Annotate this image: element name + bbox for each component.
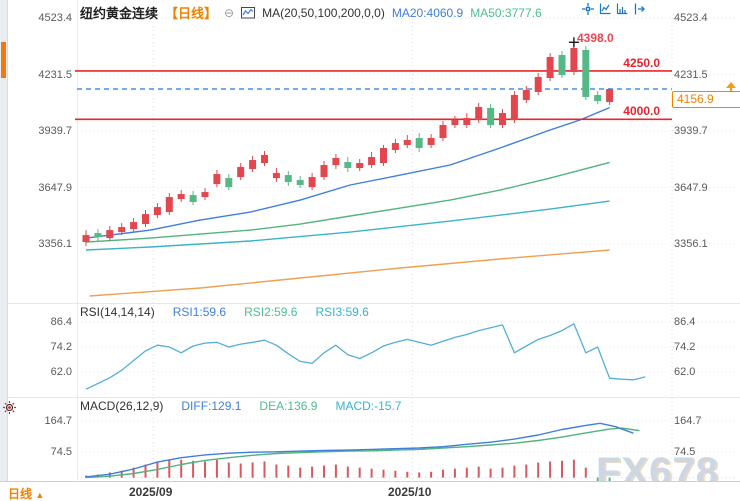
high-annotation-label: 4398.0 <box>577 31 614 45</box>
ma50-value-label: MA50:3777.6 <box>470 5 542 20</box>
period-selector[interactable]: 日线 ▲ <box>8 487 45 501</box>
macd-axis-label-right: 164.7 <box>674 415 702 427</box>
ma20-value-label: MA20:4060.9 <box>391 5 464 20</box>
indicator-settings-icon[interactable] <box>2 400 17 415</box>
macd-axis-label-left: 164.7 <box>44 415 72 427</box>
chart-header: 纽约黄金连续 【日线】 ⊖ MA(20,50,100,200,0,0) MA20… <box>80 3 542 22</box>
rsi1-label: RSI1:59.6 <box>172 305 227 319</box>
pane-expand-icon[interactable] <box>632 2 646 16</box>
side-rail <box>0 0 8 501</box>
ma-params-label: MA(20,50,100,200,0,0) <box>262 5 385 20</box>
rsi2-label: RSI2:59.6 <box>244 305 298 319</box>
indicator-mini-icon[interactable] <box>241 6 256 19</box>
side-rail-thumb[interactable] <box>1 42 6 78</box>
plot-left-border <box>77 0 78 481</box>
panel-divider <box>8 303 740 304</box>
macd-axis-label-left: 74.5 <box>50 446 72 458</box>
diff-label: DIFF:129.1 <box>181 399 242 413</box>
rsi-axis-label-right: 62.0 <box>674 366 696 379</box>
price-axis-label-left: 3356.1 <box>38 238 72 251</box>
dea-label: DEA:136.9 <box>259 399 318 413</box>
axis-scale-icon[interactable] <box>615 2 629 16</box>
price-axis-label-right: 3647.9 <box>674 181 708 194</box>
rsi-header: RSI(14,14,14) RSI1:59.6 RSI2:59.6 RSI3:5… <box>80 305 369 319</box>
x-axis-label-sep: 2025/09 <box>129 485 173 499</box>
last-price-badge: 4156.9 <box>672 91 740 108</box>
triangle-up-icon: ▲ <box>35 490 45 500</box>
rsi3-label: RSI3:59.6 <box>315 305 369 319</box>
rsi-axis-label-right: 86.4 <box>674 316 696 328</box>
axis-setting-icon[interactable] <box>598 2 612 16</box>
rsi-axis-label-left: 74.2 <box>50 341 72 353</box>
price-axis-label-right: 3939.7 <box>674 125 708 138</box>
rsi-title: RSI(14,14,14) <box>80 305 155 319</box>
price-axis-label-right: 3356.1 <box>674 238 708 251</box>
macd-title: MACD(26,12,9) <box>80 399 164 413</box>
level-label-4000: 4000.0 <box>623 104 660 118</box>
panel-divider <box>8 397 740 398</box>
rsi-axis-label-right: 74.2 <box>674 341 696 353</box>
price-axis-label-left: 3939.7 <box>38 125 72 138</box>
instrument-title: 纽约黄金连续 <box>80 6 159 21</box>
rsi-axis-label-left: 62.0 <box>50 366 72 379</box>
macd-axis-label-right: 74.5 <box>674 446 696 458</box>
collapse-icon[interactable]: ⊖ <box>224 5 235 20</box>
x-axis-label-oct: 2025/10 <box>388 485 432 499</box>
price-axis-label-left: 3647.9 <box>38 181 72 194</box>
level-label-4250: 4250.0 <box>623 56 660 70</box>
price-axis-label-right: 4231.5 <box>674 68 708 81</box>
rsi-axis-label-left: 86.4 <box>50 316 72 328</box>
time-axis-bar: 日线 ▲ 2025/09 2025/10 <box>0 481 740 501</box>
price-axis-label-left: 4231.5 <box>38 68 72 81</box>
price-pin-icon <box>725 82 737 91</box>
crosshair-icon[interactable] <box>581 2 595 16</box>
period-tag: 【日线】 <box>165 6 218 21</box>
macd-header: MACD(26,12,9) DIFF:129.1 DEA:136.9 MACD:… <box>80 399 401 413</box>
price-axis-label-right: 4523.4 <box>674 12 708 24</box>
chart-toolbar <box>581 2 646 16</box>
price-axis-label-left: 4523.4 <box>38 12 72 24</box>
macd-value-label: MACD:-15.7 <box>335 399 402 413</box>
